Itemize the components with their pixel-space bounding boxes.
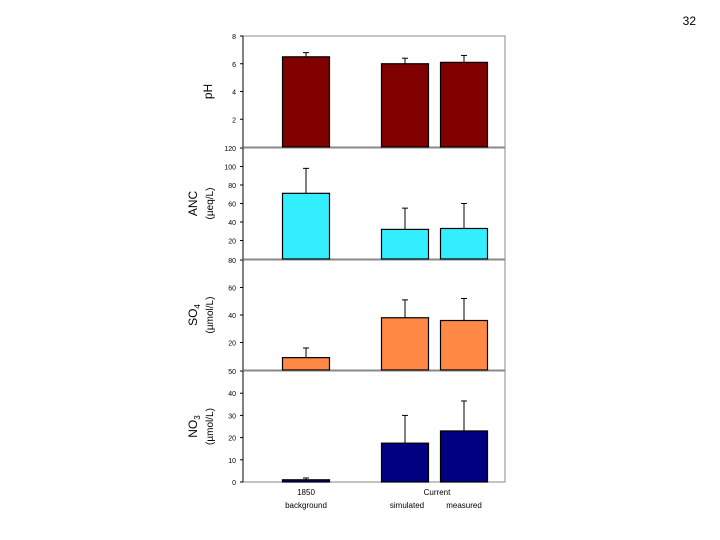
y-tick-label-ph: 8 <box>232 34 236 41</box>
y-tick-label-anc: 20 <box>228 239 236 246</box>
y-tick-label-anc: 40 <box>228 220 236 227</box>
y-tick-label-no3: 20 <box>228 436 236 443</box>
bar-no3-1 <box>380 442 430 483</box>
bar-anc-2 <box>439 227 489 260</box>
y-axis-label-so4: SO4 <box>186 304 202 326</box>
y-tick-label-no3: 30 <box>228 413 236 420</box>
bar-no3-2 <box>439 430 489 483</box>
y-tick-label-ph: 4 <box>232 90 236 97</box>
bar-no3-0 <box>281 479 331 483</box>
bar-so4-2 <box>439 319 489 371</box>
y-tick-label-no3: 0 <box>232 480 236 487</box>
y-tick-label-so4: 20 <box>228 341 236 348</box>
category-label-1: simulated <box>390 501 424 510</box>
category-label-2: measured <box>446 501 482 510</box>
y-axis-label-no3: NO3 <box>186 415 202 438</box>
y-tick-label-so4: 60 <box>228 286 236 293</box>
bar-so4-0 <box>281 357 331 371</box>
y-tick-label-so4: 80 <box>228 258 236 265</box>
y-tick-label-anc: 60 <box>228 202 236 209</box>
category-label-top-0: 1850 <box>297 488 315 497</box>
y-axis-label-anc: ANC <box>186 191 200 217</box>
page-number: 32 <box>682 14 696 28</box>
y-axis-unit-anc: (µeq/L) <box>205 188 216 220</box>
bar-anc-1 <box>380 228 430 260</box>
y-tick-label-no3: 10 <box>228 458 236 465</box>
y-axis-unit-no3: (µmol/L) <box>205 408 216 445</box>
bar-anc-0 <box>281 192 331 260</box>
bar-ph-1 <box>380 63 430 148</box>
y-tick-label-anc: 100 <box>224 165 236 172</box>
y-tick-label-anc: 120 <box>224 146 236 153</box>
y-axis-label-ph: pH <box>201 84 215 99</box>
y-tick-label-anc: 80 <box>228 183 236 190</box>
y-tick-label-ph: 2 <box>232 117 236 124</box>
group-label-current: Current <box>424 488 451 497</box>
y-tick-label-no3: 50 <box>228 369 236 376</box>
bar-so4-1 <box>380 317 430 371</box>
y-tick-label-so4: 40 <box>228 313 236 320</box>
y-tick-label-no3: 40 <box>228 391 236 398</box>
y-tick-label-ph: 6 <box>232 62 236 69</box>
y-axis-unit-so4: (µmol/L) <box>205 297 216 334</box>
bar-ph-0 <box>281 56 331 148</box>
category-label-0: background <box>285 501 327 510</box>
bar-ph-2 <box>439 61 489 148</box>
